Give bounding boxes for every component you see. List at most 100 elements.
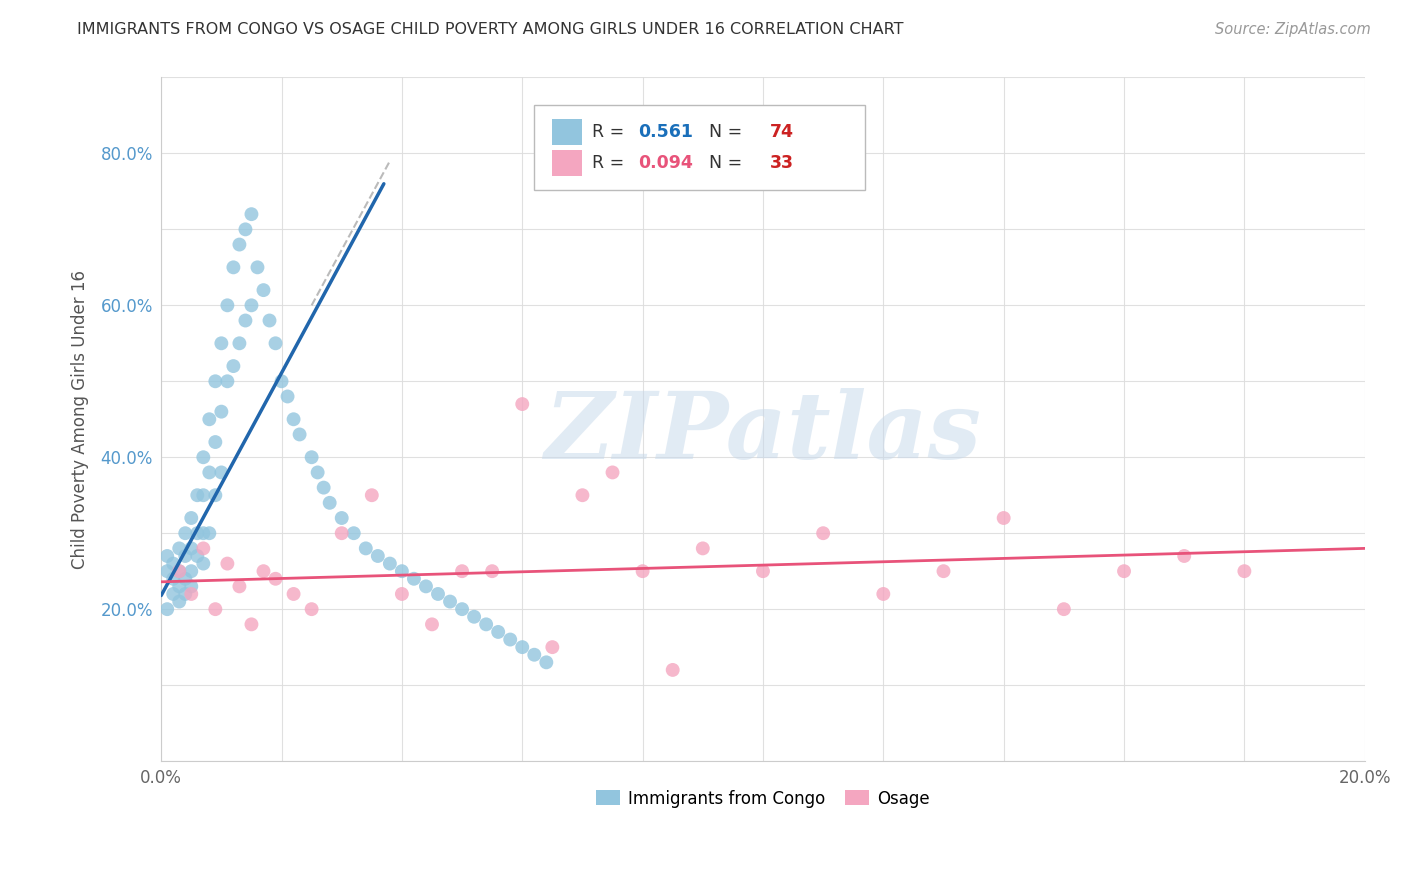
- Point: [1112, 564, 1135, 578]
- Text: R =: R =: [592, 154, 630, 172]
- Point: [222, 359, 245, 373]
- Point: [259, 313, 281, 327]
- Point: [228, 237, 250, 252]
- Point: [180, 541, 202, 556]
- Point: [312, 481, 335, 495]
- Point: [318, 496, 340, 510]
- Point: [1233, 564, 1256, 578]
- Point: [167, 564, 190, 578]
- Point: [156, 602, 179, 616]
- Point: [217, 374, 239, 388]
- Point: [415, 579, 437, 593]
- Point: [217, 298, 239, 312]
- Point: [1173, 549, 1195, 563]
- Point: [180, 587, 202, 601]
- Point: [330, 526, 353, 541]
- Text: Source: ZipAtlas.com: Source: ZipAtlas.com: [1215, 22, 1371, 37]
- Point: [631, 564, 654, 578]
- Point: [872, 587, 894, 601]
- Point: [180, 564, 202, 578]
- Point: [360, 488, 382, 502]
- Point: [246, 260, 269, 275]
- Point: [270, 374, 292, 388]
- Point: [451, 564, 474, 578]
- Point: [174, 572, 197, 586]
- Point: [486, 624, 509, 639]
- Point: [174, 549, 197, 563]
- Point: [602, 466, 624, 480]
- Point: [167, 579, 190, 593]
- Point: [193, 557, 215, 571]
- Point: [993, 511, 1015, 525]
- Point: [811, 526, 834, 541]
- Point: [510, 397, 533, 411]
- Point: [167, 594, 190, 608]
- Point: [420, 617, 443, 632]
- Bar: [553, 120, 582, 145]
- Point: [499, 632, 522, 647]
- Point: [204, 602, 226, 616]
- Point: [301, 450, 323, 465]
- Point: [661, 663, 683, 677]
- Point: [235, 222, 257, 236]
- Point: [536, 656, 558, 670]
- Point: [198, 526, 221, 541]
- Point: [204, 374, 226, 388]
- Text: 74: 74: [770, 123, 794, 141]
- Point: [209, 405, 232, 419]
- Text: 0.094: 0.094: [638, 154, 693, 172]
- Point: [571, 488, 593, 502]
- Point: [391, 587, 413, 601]
- Point: [354, 541, 377, 556]
- Point: [932, 564, 955, 578]
- Point: [228, 579, 250, 593]
- Point: [1053, 602, 1076, 616]
- Point: [463, 609, 485, 624]
- Point: [252, 564, 274, 578]
- Point: [204, 488, 226, 502]
- Point: [217, 557, 239, 571]
- Point: [156, 549, 179, 563]
- Text: N =: N =: [697, 123, 748, 141]
- Point: [162, 572, 184, 586]
- Point: [174, 587, 197, 601]
- Point: [240, 298, 263, 312]
- Point: [283, 587, 305, 601]
- Point: [198, 466, 221, 480]
- Point: [427, 587, 450, 601]
- Point: [451, 602, 474, 616]
- Point: [283, 412, 305, 426]
- Bar: [553, 150, 582, 176]
- Point: [186, 488, 208, 502]
- Point: [162, 557, 184, 571]
- Point: [301, 602, 323, 616]
- Point: [343, 526, 366, 541]
- Point: [252, 283, 274, 297]
- Point: [307, 466, 329, 480]
- Point: [264, 572, 287, 586]
- Point: [222, 260, 245, 275]
- Point: [228, 336, 250, 351]
- Text: IMMIGRANTS FROM CONGO VS OSAGE CHILD POVERTY AMONG GIRLS UNDER 16 CORRELATION CH: IMMIGRANTS FROM CONGO VS OSAGE CHILD POV…: [77, 22, 904, 37]
- Text: 33: 33: [770, 154, 794, 172]
- Point: [174, 526, 197, 541]
- Point: [209, 336, 232, 351]
- Point: [481, 564, 503, 578]
- Point: [167, 541, 190, 556]
- Point: [523, 648, 546, 662]
- Point: [180, 511, 202, 525]
- Point: [288, 427, 311, 442]
- Point: [193, 526, 215, 541]
- Point: [240, 207, 263, 221]
- Point: [186, 526, 208, 541]
- Point: [193, 541, 215, 556]
- Point: [193, 450, 215, 465]
- Point: [240, 617, 263, 632]
- Point: [367, 549, 389, 563]
- Point: [402, 572, 425, 586]
- Y-axis label: Child Poverty Among Girls Under 16: Child Poverty Among Girls Under 16: [72, 269, 89, 569]
- Text: ZIPatlas: ZIPatlas: [544, 388, 981, 478]
- Point: [167, 564, 190, 578]
- Point: [209, 466, 232, 480]
- Point: [330, 511, 353, 525]
